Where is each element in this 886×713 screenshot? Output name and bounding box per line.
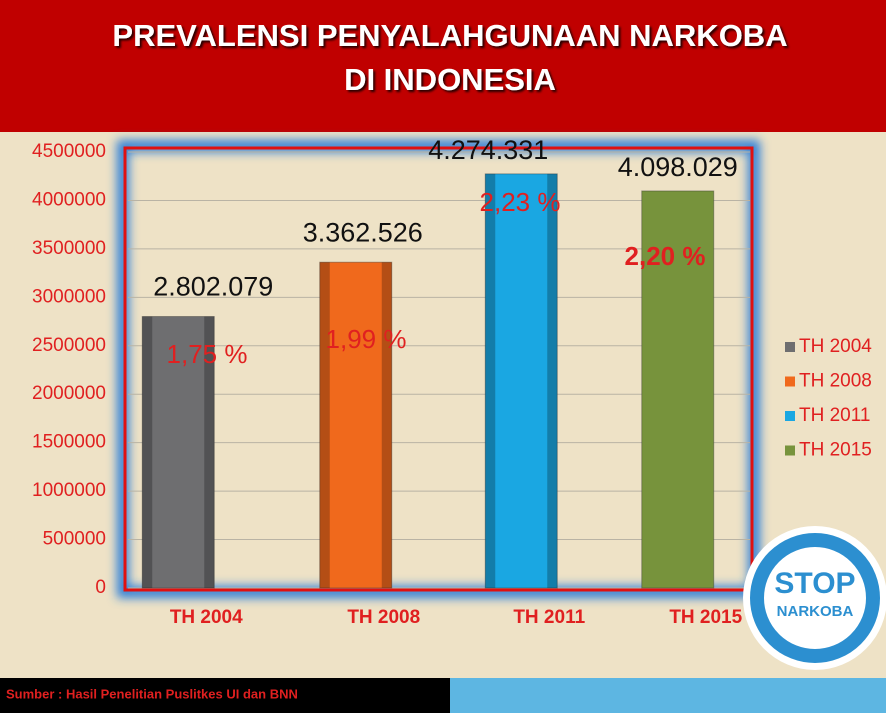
bar-shade (204, 316, 215, 588)
chart-title: DI INDONESIA (344, 62, 556, 97)
bar (319, 261, 393, 589)
annotation: 1,99 % (326, 324, 407, 354)
x-tick-label: TH 2004 (170, 607, 243, 628)
frame-glow (117, 140, 760, 598)
y-tick-label: 4500000 (32, 141, 106, 162)
annotation: 2,23 % (480, 187, 561, 217)
legend-swatch (785, 411, 795, 421)
logo-ring (750, 533, 880, 663)
legend-label: TH 2008 (799, 371, 872, 392)
y-tick-label: 500000 (43, 529, 106, 550)
frame (123, 146, 754, 592)
y-tick-label: 2500000 (32, 335, 106, 356)
legend-label: TH 2015 (799, 440, 872, 461)
bar-shade (547, 173, 558, 589)
value-label: 3.362.526 (303, 217, 423, 247)
x-tick-label: TH 2011 (513, 607, 585, 628)
y-tick-label: 3000000 (32, 286, 106, 307)
value-label: 4.274.331 (428, 135, 548, 165)
legend-swatch (785, 342, 795, 352)
bar (484, 173, 558, 589)
x-tick-label: TH 2008 (347, 607, 420, 628)
bar-shade (142, 316, 153, 588)
y-tick-label: 0 (95, 577, 106, 598)
annotation: 1,75 % (167, 339, 248, 369)
y-tick-label: 3500000 (32, 238, 106, 259)
x-tick-label: TH 2015 (669, 607, 742, 628)
bar-shade (485, 173, 496, 589)
chart-title: PREVALENSI PENYALAHGUNAAN NARKOBA (112, 18, 787, 53)
title-banner (0, 0, 886, 132)
logo: STOP NARKOBA (743, 526, 886, 670)
legend-swatch (785, 376, 795, 387)
bar-shade (381, 262, 392, 588)
legend-label: TH 2011 (799, 405, 870, 426)
footer-strip (450, 678, 886, 713)
bar-shade (319, 262, 330, 588)
source-bar (0, 678, 450, 713)
logo-text: NARKOBA (777, 603, 854, 620)
y-tick-label: 4000000 (32, 189, 106, 210)
annotation: 2,20 % (625, 241, 706, 271)
source: Sumber : Hasil Penelitian Puslitkes UI d… (6, 686, 298, 701)
legend-swatch (785, 445, 795, 456)
legend-label: TH 2004 (799, 336, 872, 357)
value-label: 2.802.079 (153, 272, 273, 302)
logo-text: STOP (774, 567, 855, 600)
y-tick-label: 1500000 (32, 432, 106, 453)
bar (641, 190, 715, 589)
y-tick-label: 2000000 (32, 383, 106, 404)
y-tick-label: 1000000 (32, 480, 106, 501)
bar (141, 316, 215, 589)
value-label: 4.098.029 (618, 152, 738, 182)
